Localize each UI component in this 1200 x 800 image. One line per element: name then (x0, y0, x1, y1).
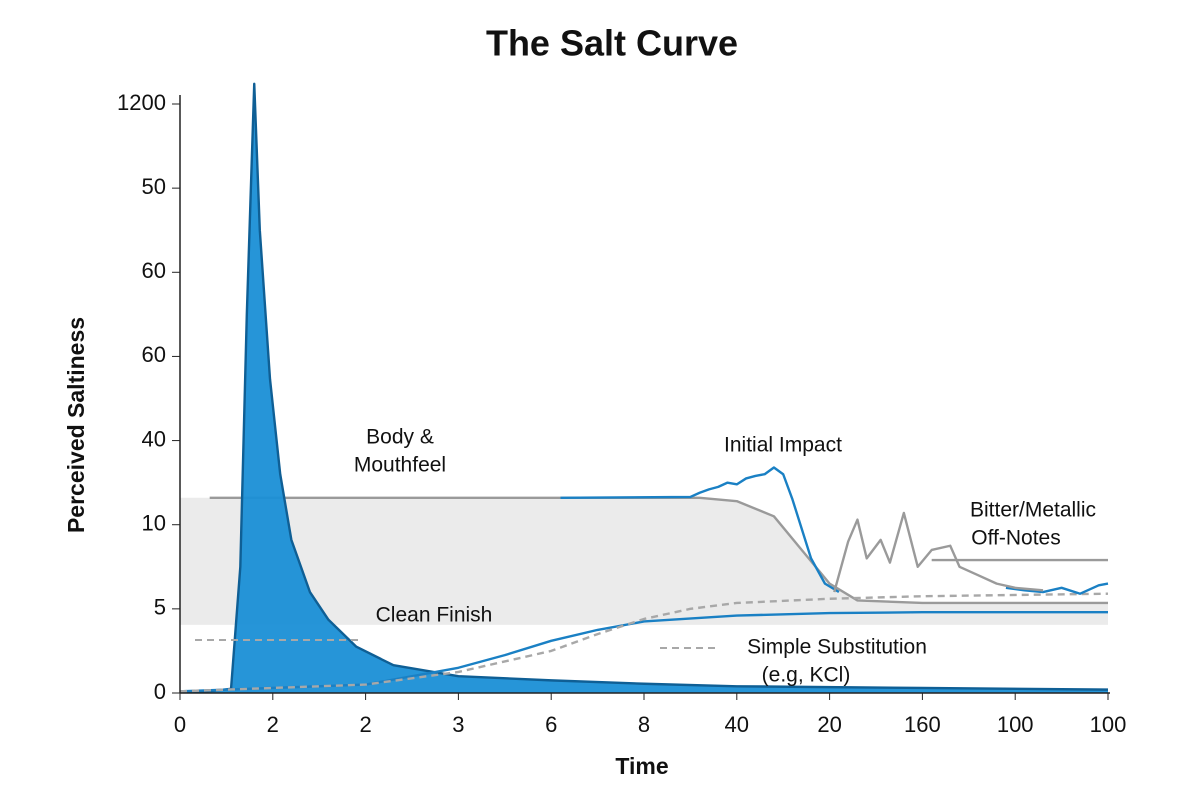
y-tick-label: 10 (142, 511, 166, 536)
x-tick-label: 6 (545, 712, 557, 737)
annotation: Off-Notes (971, 527, 1060, 550)
x-tick-label: 100 (997, 712, 1034, 737)
shaded-band (180, 497, 1108, 625)
annotation: Clean Finish (376, 604, 493, 627)
x-tick-label: 160 (904, 712, 941, 737)
y-tick-label: 60 (142, 342, 166, 367)
x-tick-label: 0 (174, 712, 186, 737)
x-tick-label: 8 (638, 712, 650, 737)
annotation: (e.g, KCl) (762, 664, 851, 687)
annotation: Mouthfeel (354, 454, 446, 477)
y-tick-label: 60 (142, 258, 166, 283)
y-tick-label: 5 (154, 595, 166, 620)
y-tick-label: 1200 (117, 90, 166, 115)
x-axis-label: Time (615, 753, 668, 779)
annotation: Initial Impact (724, 434, 842, 457)
area (180, 83, 1108, 693)
y-tick-label: 50 (142, 174, 166, 199)
y-axis-label: Perceived Saltiness (63, 317, 89, 533)
series-line (180, 82, 1109, 693)
series-line (560, 466, 1109, 595)
plot-area (179, 82, 1109, 693)
annotation: Bitter/Metallic (970, 499, 1096, 522)
x-tick-label: 20 (817, 712, 841, 737)
series-line (833, 511, 1044, 593)
series-line (179, 611, 1108, 693)
x-tick-label: 2 (267, 712, 279, 737)
series-line (179, 592, 1109, 693)
annotation: Body & (366, 426, 434, 449)
x-tick-label: 100 (1090, 712, 1127, 737)
chart-title: The Salt Curve (486, 23, 738, 64)
annotation: Simple Substitution (747, 636, 927, 659)
x-tick-label: 40 (725, 712, 749, 737)
series-line (209, 496, 1108, 605)
x-tick-label: 2 (359, 712, 371, 737)
y-tick-label: 0 (154, 679, 166, 704)
x-tick-label: 3 (452, 712, 464, 737)
y-tick-label: 40 (142, 426, 166, 451)
